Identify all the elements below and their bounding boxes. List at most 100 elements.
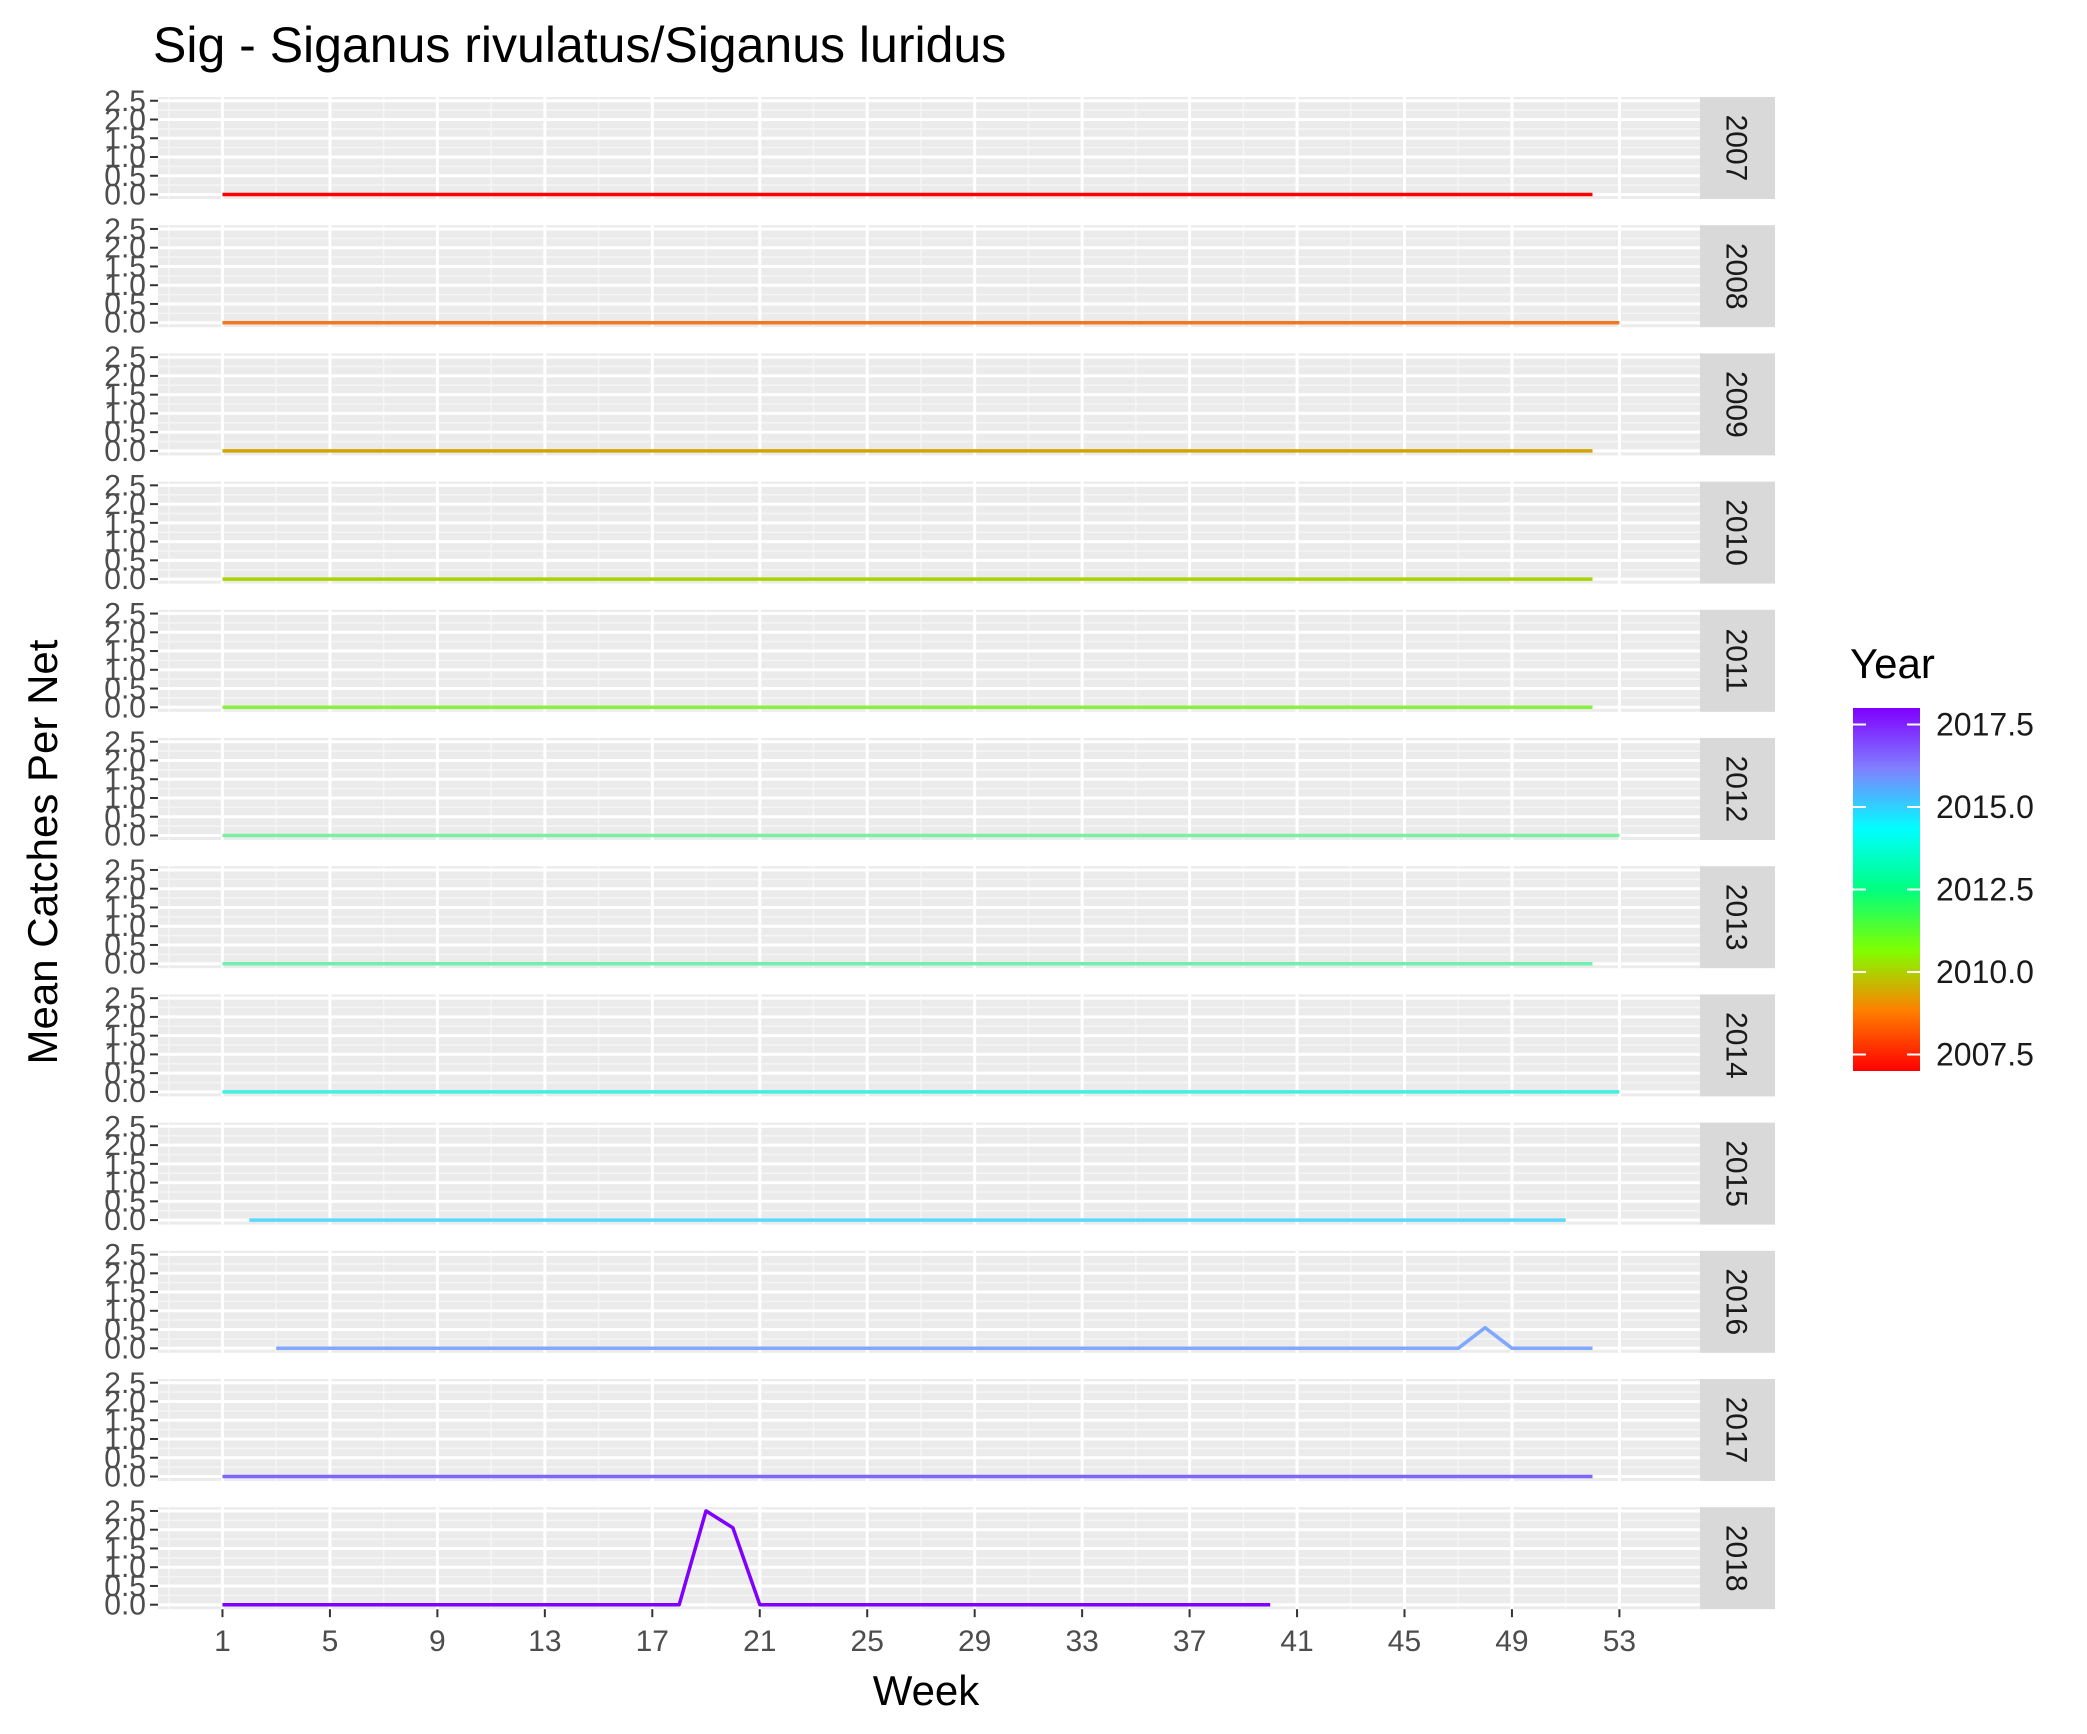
x-tick-label: 17 xyxy=(636,1625,669,1658)
y-tick-label: 0.0 xyxy=(104,820,146,853)
facet-strip xyxy=(1700,866,1775,969)
y-tick-label: 0.0 xyxy=(104,1461,146,1494)
facet-panel-2011: 0.00.51.01.52.02.5 2011 xyxy=(104,598,1775,724)
x-tick-label: 5 xyxy=(322,1625,339,1658)
facet-strip xyxy=(1700,1250,1775,1353)
facet-panel-2007: 0.00.51.01.52.02.5 2007 xyxy=(104,85,1775,212)
facet-strip-label: 2008 xyxy=(1720,243,1753,310)
y-tick-label: 1.5 xyxy=(104,379,146,412)
y-tick-label: 2.0 xyxy=(104,232,146,265)
facet-strip xyxy=(1700,225,1775,328)
facet-strip-label: 2016 xyxy=(1720,1268,1753,1335)
x-tick-label: 33 xyxy=(1065,1625,1098,1658)
y-tick-label: 1.0 xyxy=(104,1295,146,1328)
facet-strip xyxy=(1700,97,1775,199)
y-tick-label: 0.0 xyxy=(104,948,146,981)
y-tick-label: 2.5 xyxy=(104,213,146,246)
y-tick-label: 1.5 xyxy=(104,1020,146,1053)
y-tick-label: 1.5 xyxy=(104,891,146,924)
x-tick-label: 25 xyxy=(851,1625,884,1658)
y-tick-label: 2.0 xyxy=(104,1129,146,1162)
facet-panel-2015: 0.00.51.01.52.02.5 2015 xyxy=(104,1110,1775,1237)
facet-strip xyxy=(1700,994,1775,1097)
y-tick-label: 2.0 xyxy=(104,745,146,778)
y-tick-label: 0.5 xyxy=(104,1442,146,1475)
y-tick-label: 0.0 xyxy=(104,1204,146,1237)
facet-strip xyxy=(1700,1507,1775,1610)
facet-strip-label: 2011 xyxy=(1720,629,1753,694)
series-line-2016 xyxy=(276,1325,1593,1351)
facet-strip-label: 2009 xyxy=(1720,371,1753,438)
facet-panel-2008: 0.00.51.01.52.02.5 2008 xyxy=(104,213,1775,340)
facet-strip-label: 2007 xyxy=(1720,115,1753,182)
y-tick-label: 1.0 xyxy=(104,1038,146,1071)
y-tick-label: 0.5 xyxy=(104,801,146,834)
y-tick-label: 0.5 xyxy=(104,673,146,706)
y-tick-label: 1.0 xyxy=(104,910,146,943)
y-tick-label: 0.0 xyxy=(104,1076,146,1109)
y-tick-label: 0.5 xyxy=(104,288,146,321)
y-tick-label: 2.0 xyxy=(104,488,146,521)
facet-strip xyxy=(1700,1122,1775,1225)
y-axis-title: Mean Catches Per Net xyxy=(19,639,66,1064)
y-tick-label: 2.0 xyxy=(104,1514,146,1547)
facet-panel-2012: 0.00.51.01.52.02.5 2012 xyxy=(104,726,1775,853)
x-tick-label: 49 xyxy=(1495,1625,1528,1658)
x-tick-label: 37 xyxy=(1173,1625,1206,1658)
facet-panel-2014: 0.00.51.01.52.02.5 2014 xyxy=(104,982,1775,1109)
y-tick-label: 1.0 xyxy=(104,654,146,687)
y-tick-label: 0.5 xyxy=(104,160,146,193)
y-tick-label: 0.5 xyxy=(104,1314,146,1347)
facet-panel-2018: 0.00.51.01.52.02.5 2018 xyxy=(104,1495,1775,1622)
facet-strip-label: 2018 xyxy=(1720,1525,1753,1592)
y-tick-label: 0.5 xyxy=(104,416,146,449)
facet-strip xyxy=(1700,1379,1775,1481)
y-tick-label: 1.5 xyxy=(104,1532,146,1565)
y-tick-label: 1.0 xyxy=(104,782,146,815)
facet-panels: 0.00.51.01.52.02.520070.00.51.01.52.02.5… xyxy=(104,85,1775,1622)
y-tick-label: 2.0 xyxy=(104,1386,146,1419)
y-tick-label: 2.5 xyxy=(104,1367,146,1400)
facet-strip-label: 2012 xyxy=(1720,756,1753,823)
y-tick-label: 0.0 xyxy=(104,1589,146,1622)
y-tick-label: 0.5 xyxy=(104,1057,146,1090)
facet-strip xyxy=(1700,353,1775,456)
y-tick-label: 2.5 xyxy=(104,598,146,631)
legend-tick-label: 2017.5 xyxy=(1936,707,2034,743)
facet-strip xyxy=(1700,609,1775,712)
y-tick-label: 2.5 xyxy=(104,726,146,759)
y-tick-label: 1.5 xyxy=(104,635,146,668)
y-tick-label: 1.0 xyxy=(104,1167,146,1200)
facet-strip-label: 2017 xyxy=(1720,1397,1753,1464)
x-tick-label: 53 xyxy=(1603,1625,1636,1658)
legend-tick-label: 2010.0 xyxy=(1936,954,2034,990)
y-tick-label: 1.5 xyxy=(104,1276,146,1309)
y-tick-label: 0.0 xyxy=(104,691,146,724)
y-tick-label: 0.5 xyxy=(104,544,146,577)
y-tick-label: 0.5 xyxy=(104,1185,146,1218)
y-tick-label: 2.5 xyxy=(104,1495,146,1528)
y-tick-label: 2.0 xyxy=(104,104,146,137)
x-axis-title: Week xyxy=(873,1667,981,1714)
y-tick-label: 0.0 xyxy=(104,179,146,212)
y-tick-label: 1.0 xyxy=(104,1423,146,1456)
legend-tick-label: 2007.5 xyxy=(1936,1037,2034,1073)
x-tick-label: 13 xyxy=(528,1625,561,1658)
y-tick-label: 1.0 xyxy=(104,141,146,174)
y-tick-label: 1.0 xyxy=(104,1551,146,1584)
y-tick-label: 0.0 xyxy=(104,563,146,596)
facet-panel-2017: 0.00.51.01.52.02.5 2017 xyxy=(104,1367,1775,1494)
legend-title: Year xyxy=(1850,640,1935,687)
x-tick-label: 45 xyxy=(1388,1625,1421,1658)
facet-panel-2013: 0.00.51.01.52.02.5 2013 xyxy=(104,854,1775,981)
y-tick-label: 1.5 xyxy=(104,1404,146,1437)
facet-strip xyxy=(1700,738,1775,840)
legend-tick-label: 2012.5 xyxy=(1936,872,2034,908)
legend: Year 2007.5 2010.0 2012.5 2015.0 2017.5 xyxy=(1850,640,2034,1073)
legend-ticks: 2007.5 2010.0 2012.5 2015.0 2017.5 xyxy=(1853,707,2034,1073)
y-tick-label: 1.5 xyxy=(104,122,146,155)
y-tick-label: 0.5 xyxy=(104,1570,146,1603)
facet-strip-label: 2014 xyxy=(1720,1012,1753,1079)
y-tick-label: 2.5 xyxy=(104,85,146,118)
y-tick-label: 2.0 xyxy=(104,360,146,393)
